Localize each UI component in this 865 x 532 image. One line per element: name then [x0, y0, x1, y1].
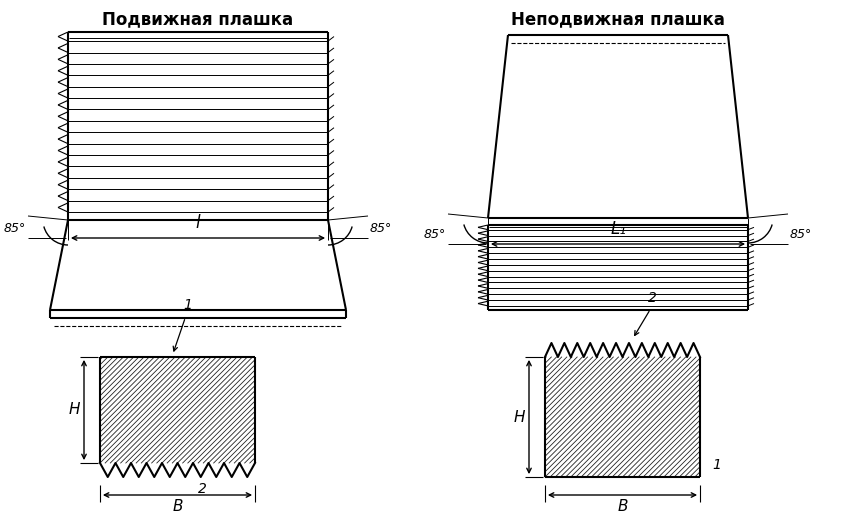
- Text: B: B: [618, 499, 628, 514]
- Text: 85°: 85°: [3, 221, 26, 235]
- Text: 1: 1: [712, 458, 721, 472]
- Text: 2: 2: [648, 291, 657, 305]
- Text: 1: 1: [183, 298, 192, 312]
- Text: L₁: L₁: [610, 220, 626, 238]
- Text: 85°: 85°: [370, 221, 392, 235]
- Text: H: H: [514, 410, 525, 425]
- Text: 85°: 85°: [424, 228, 446, 240]
- Text: B: B: [172, 499, 183, 514]
- Text: 85°: 85°: [790, 228, 812, 240]
- Text: Неподвижная плашка: Неподвижная плашка: [511, 10, 725, 28]
- Text: 2: 2: [197, 482, 207, 496]
- Text: Подвижная плашка: Подвижная плашка: [102, 10, 293, 28]
- Text: H: H: [68, 403, 80, 418]
- Text: l: l: [195, 214, 201, 232]
